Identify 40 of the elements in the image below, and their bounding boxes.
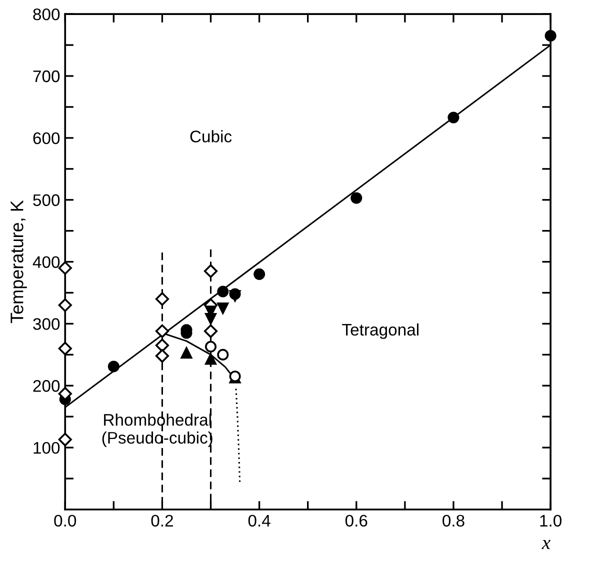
x-tick-label: 1.0 bbox=[540, 514, 562, 527]
annotation: Tetragonal bbox=[342, 323, 418, 339]
point bbox=[155, 324, 170, 338]
point bbox=[204, 324, 218, 338]
point bbox=[217, 302, 229, 314]
y-axis-title: Temperature, K bbox=[10, 200, 27, 324]
x-axis-title: x bbox=[542, 540, 550, 549]
y-tick-label: 500 bbox=[33, 194, 60, 206]
y-tick-label: 200 bbox=[33, 380, 60, 392]
point bbox=[108, 360, 120, 372]
point bbox=[204, 340, 217, 352]
point bbox=[58, 432, 72, 446]
x-tick-label: 0.4 bbox=[248, 514, 270, 527]
point bbox=[58, 342, 72, 356]
point bbox=[217, 348, 229, 360]
point bbox=[204, 353, 217, 365]
annotation: Cubic bbox=[190, 130, 232, 142]
point bbox=[204, 313, 217, 325]
point bbox=[448, 112, 460, 124]
x-tick-label: 0.2 bbox=[151, 514, 173, 527]
x-tick-label: 0.6 bbox=[345, 514, 368, 527]
point bbox=[254, 268, 266, 280]
y-tick-label: 700 bbox=[33, 70, 60, 82]
point bbox=[180, 347, 192, 359]
point bbox=[58, 298, 72, 312]
y-tick-label: 100 bbox=[34, 442, 60, 454]
y-tick-label: 400 bbox=[32, 256, 60, 268]
point bbox=[204, 264, 218, 278]
point bbox=[58, 261, 72, 275]
point bbox=[217, 286, 229, 298]
point bbox=[544, 30, 556, 42]
y-tick-label: 300 bbox=[33, 318, 60, 330]
point bbox=[155, 292, 170, 306]
point bbox=[155, 349, 170, 363]
point bbox=[155, 338, 170, 352]
y-tick-label: 800 bbox=[33, 8, 60, 20]
y-tick-label: 600 bbox=[33, 132, 60, 144]
x-tick-label: 0.8 bbox=[442, 514, 464, 527]
x-tick-label: 0.0 bbox=[54, 514, 76, 527]
point bbox=[350, 192, 362, 204]
